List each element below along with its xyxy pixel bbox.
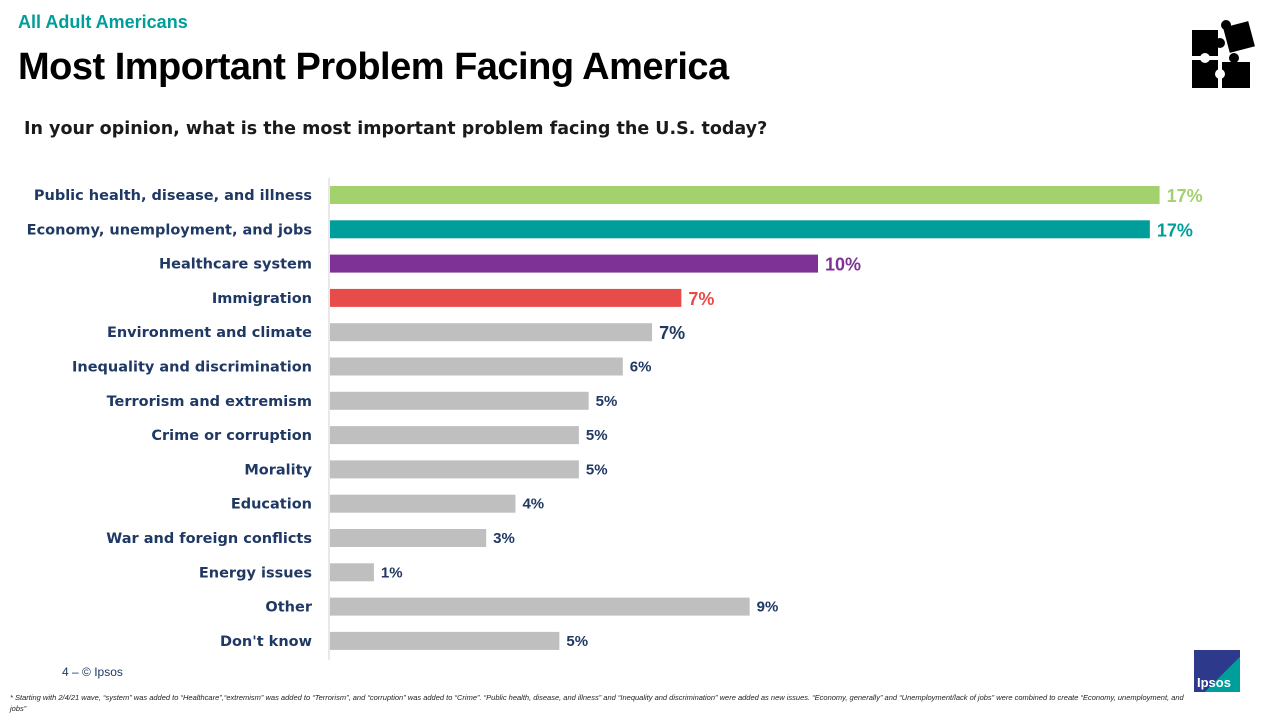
audience-label: All Adult Americans bbox=[18, 12, 188, 32]
data-label: 9% bbox=[757, 599, 779, 616]
page-title: Most Important Problem Facing America bbox=[18, 46, 729, 88]
data-label: 10% bbox=[825, 255, 861, 275]
data-label: 7% bbox=[659, 323, 685, 343]
bar bbox=[330, 563, 374, 582]
bar bbox=[330, 254, 818, 273]
category-label: War and foreign conflicts bbox=[106, 531, 312, 547]
data-label: 5% bbox=[586, 461, 608, 478]
category-label: Other bbox=[265, 600, 312, 616]
bar bbox=[330, 288, 682, 307]
category-label: Public health, disease, and illness bbox=[34, 188, 312, 204]
puzzle-icon bbox=[1192, 20, 1255, 88]
data-label: 5% bbox=[596, 393, 618, 410]
logo-text: Ipsos bbox=[1197, 675, 1231, 690]
category-label: Healthcare system bbox=[159, 257, 312, 273]
category-label: Morality bbox=[244, 462, 312, 478]
bar bbox=[330, 186, 1160, 204]
bar bbox=[330, 529, 487, 547]
category-label: Economy, unemployment, and jobs bbox=[27, 222, 312, 238]
data-label: 1% bbox=[381, 564, 403, 581]
data-label: 17% bbox=[1157, 220, 1193, 240]
bar bbox=[330, 426, 579, 445]
category-label: Terrorism and extremism bbox=[107, 394, 312, 410]
category-label: Education bbox=[231, 497, 312, 513]
bar bbox=[330, 597, 750, 616]
bar bbox=[330, 357, 623, 376]
bar bbox=[330, 220, 1150, 239]
bar bbox=[330, 391, 589, 410]
category-label: Crime or corruption bbox=[151, 428, 312, 444]
data-label: 6% bbox=[630, 359, 652, 376]
page-number: 4 – © Ipsos bbox=[62, 665, 123, 679]
ipsos-logo: Ipsos bbox=[1194, 650, 1240, 692]
survey-question: In your opinion, what is the most import… bbox=[24, 119, 768, 139]
category-label: Don't know bbox=[220, 634, 312, 650]
data-label: 7% bbox=[688, 289, 714, 309]
bar-chart: Public health, disease, and illness 17% Ec… bbox=[27, 178, 1203, 660]
bar bbox=[330, 460, 579, 479]
bar bbox=[330, 494, 516, 513]
category-label: Immigration bbox=[212, 291, 312, 307]
data-label: 3% bbox=[493, 530, 515, 547]
data-label: 5% bbox=[586, 427, 608, 444]
category-label: Inequality and discrimination bbox=[72, 360, 312, 376]
category-label: Environment and climate bbox=[107, 325, 312, 341]
data-label: 4% bbox=[522, 496, 544, 513]
footnote: * Starting with 2/4/21 wave, “system” wa… bbox=[10, 693, 1184, 713]
category-label: Energy issues bbox=[199, 565, 312, 581]
bar bbox=[330, 631, 560, 650]
bar bbox=[330, 323, 653, 342]
data-label: 17% bbox=[1167, 186, 1203, 206]
data-label: 5% bbox=[566, 633, 588, 650]
